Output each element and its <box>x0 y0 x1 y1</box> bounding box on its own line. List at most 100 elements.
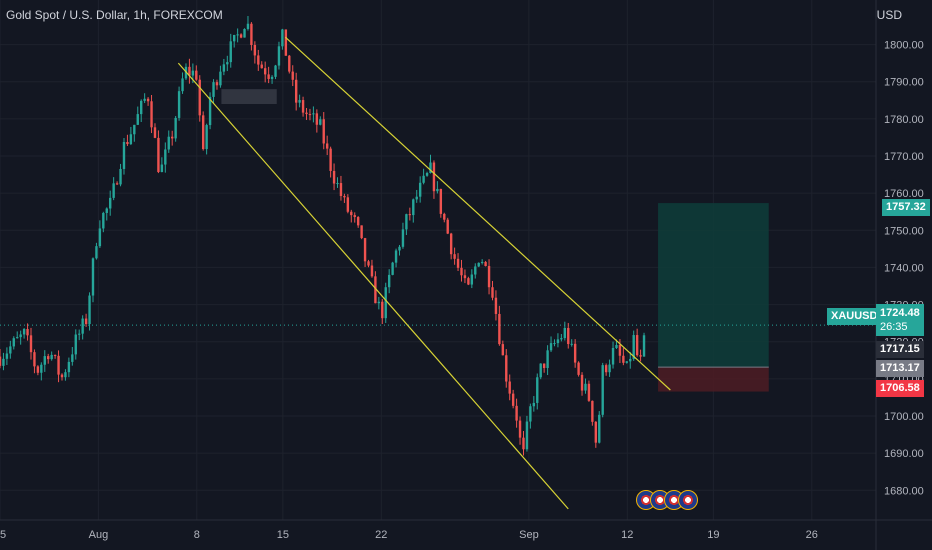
candle-body <box>615 345 618 348</box>
y-tick-label: 1700.00 <box>884 411 924 423</box>
candle-body <box>205 125 208 150</box>
candle-body <box>611 347 615 365</box>
candle-body <box>267 74 270 79</box>
candle-body <box>153 127 157 138</box>
candle-body <box>19 334 22 338</box>
candle-body <box>308 114 312 116</box>
candle-body <box>608 364 611 373</box>
x-tick-label: 26 <box>806 529 818 541</box>
candle-body <box>174 117 177 139</box>
candle-body <box>384 287 387 319</box>
stop-price-tag: 1706.58 <box>876 380 924 397</box>
candle-body <box>381 301 384 319</box>
candle-body <box>177 91 181 118</box>
loss-zone <box>658 367 769 392</box>
x-tick-label: 15 <box>277 529 289 541</box>
candle-body <box>29 335 33 353</box>
candle-body <box>188 66 191 76</box>
highlight-box <box>221 89 277 104</box>
candle-body <box>587 383 591 401</box>
x-tick-label: 19 <box>707 529 719 541</box>
candle-body <box>88 295 91 325</box>
candle-body <box>81 318 84 334</box>
bar-countdown: 26:35 <box>880 321 908 333</box>
x-tick-label: 22 <box>375 529 387 541</box>
candle-body <box>332 170 336 184</box>
x-tick-label: Aug <box>89 529 109 541</box>
candle-body <box>115 183 119 185</box>
candle-body <box>195 70 198 80</box>
candle-body <box>525 421 529 450</box>
candle-body <box>212 82 215 97</box>
candle-body <box>553 343 556 345</box>
candle-body <box>105 208 108 213</box>
candle-body <box>477 262 480 267</box>
candle-body <box>33 352 36 367</box>
candle-body <box>181 78 184 92</box>
candle-body <box>57 355 60 375</box>
candle-body <box>629 358 632 362</box>
candle-body <box>594 421 598 443</box>
y-tick-label: 1740.00 <box>884 262 924 274</box>
candle-body <box>501 344 505 356</box>
candle-body <box>298 100 301 103</box>
candle-body <box>277 46 281 66</box>
candle-body <box>167 136 170 150</box>
candle-body <box>387 274 391 288</box>
candle-body <box>453 254 456 259</box>
candle-body <box>257 55 260 65</box>
candle-body <box>570 343 573 345</box>
candle-body <box>281 29 284 47</box>
candle-body <box>95 246 98 259</box>
candle-body <box>511 393 515 406</box>
candle-body <box>229 41 232 63</box>
candle-body <box>40 364 43 373</box>
candle-body <box>339 183 343 196</box>
y-tick-label: 1770.00 <box>884 151 924 163</box>
candle-body <box>71 354 74 362</box>
candle-body <box>329 148 332 171</box>
candle-body <box>198 79 201 116</box>
candle-body <box>26 329 29 336</box>
us-flag-icon[interactable] <box>678 490 698 510</box>
y-tick-label: 1680.00 <box>884 485 924 497</box>
candle-body <box>367 261 370 266</box>
candle-body <box>294 79 298 103</box>
candle-body <box>567 327 570 345</box>
candle-body <box>5 353 9 359</box>
candle-body <box>301 100 305 113</box>
x-tick-label: 25 <box>0 529 6 541</box>
x-tick-label: 12 <box>621 529 633 541</box>
candle-body <box>584 383 587 391</box>
candle-body <box>515 405 518 421</box>
candle-body <box>157 137 160 173</box>
candle-body <box>250 23 253 45</box>
position-tag-1: 1717.15 <box>876 341 924 358</box>
candle-body <box>449 233 453 255</box>
y-tick-label: 1690.00 <box>884 448 924 460</box>
candle-body <box>377 301 381 304</box>
candle-body <box>563 327 567 339</box>
candle-body <box>236 34 239 36</box>
candle-body <box>625 361 629 363</box>
candle-body <box>618 345 622 356</box>
candle-body <box>391 262 394 275</box>
candle-body <box>498 313 501 345</box>
candle-body <box>360 225 363 239</box>
y-tick-label: 1790.00 <box>884 77 924 89</box>
candle-body <box>518 420 522 438</box>
candle-body <box>140 100 143 115</box>
candle-body <box>467 278 470 285</box>
channel-lines <box>177 36 671 510</box>
candle-body <box>239 34 243 38</box>
candle-body <box>288 55 291 72</box>
candle-body <box>418 182 422 197</box>
candle-body <box>253 44 257 56</box>
candle-body <box>425 173 429 176</box>
candle-body <box>591 400 594 422</box>
candle-body <box>164 149 167 165</box>
candle-body <box>315 113 319 125</box>
candle-body <box>2 358 5 366</box>
